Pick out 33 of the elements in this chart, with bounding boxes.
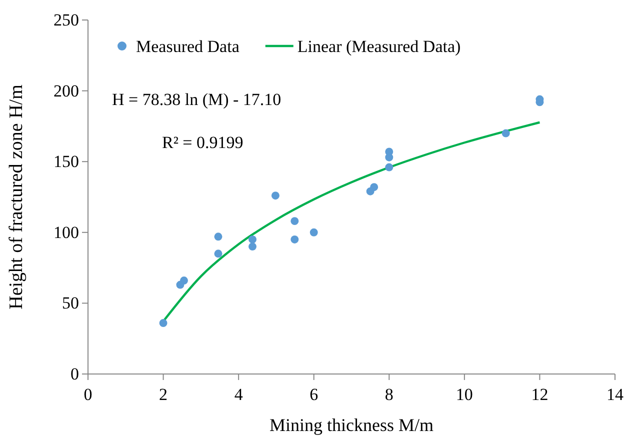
point (248, 236, 256, 244)
annotation: R² = 0.9199 (162, 133, 244, 152)
y-tick-label: 200 (54, 81, 79, 100)
y-tick-label: 0 (70, 364, 79, 384)
x-tick-label: 2 (159, 385, 168, 404)
x-tick-label: 6 (310, 385, 318, 404)
x-tick-label: 12 (531, 385, 548, 404)
x-tick-label: 8 (384, 385, 394, 404)
point (502, 129, 510, 138)
point (248, 242, 256, 251)
x-tick-label: 0 (84, 385, 92, 404)
y-tick-label: 150 (54, 152, 79, 172)
annotation: H = 78.38 ln (M) - 17.10 (112, 90, 282, 109)
point (385, 163, 394, 172)
point (214, 232, 222, 241)
y-axis-title: Height of fractured zone H/m (6, 84, 27, 310)
y-tick-label: 100 (54, 222, 79, 242)
point (370, 183, 378, 192)
x-tick-label: 4 (234, 385, 244, 404)
y-tick-label: 50 (62, 294, 79, 313)
point (214, 250, 222, 258)
x-axis-title: Mining thickness M/m (269, 415, 434, 435)
point (271, 192, 280, 200)
legend-label: Measured Data (136, 37, 240, 56)
x-tick-label: 10 (456, 385, 473, 404)
x-tick-label: 14 (606, 385, 624, 404)
point (310, 228, 318, 236)
point (180, 276, 188, 285)
y-tick-label: 250 (54, 10, 79, 30)
point (159, 319, 168, 328)
point (290, 217, 299, 226)
legend-label: Linear (Measured Data) (297, 37, 461, 56)
point (290, 236, 299, 244)
